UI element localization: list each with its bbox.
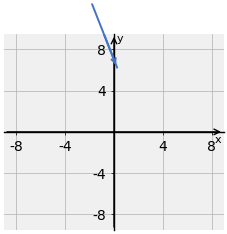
Text: y: y: [116, 34, 123, 44]
Text: x: x: [213, 135, 220, 145]
